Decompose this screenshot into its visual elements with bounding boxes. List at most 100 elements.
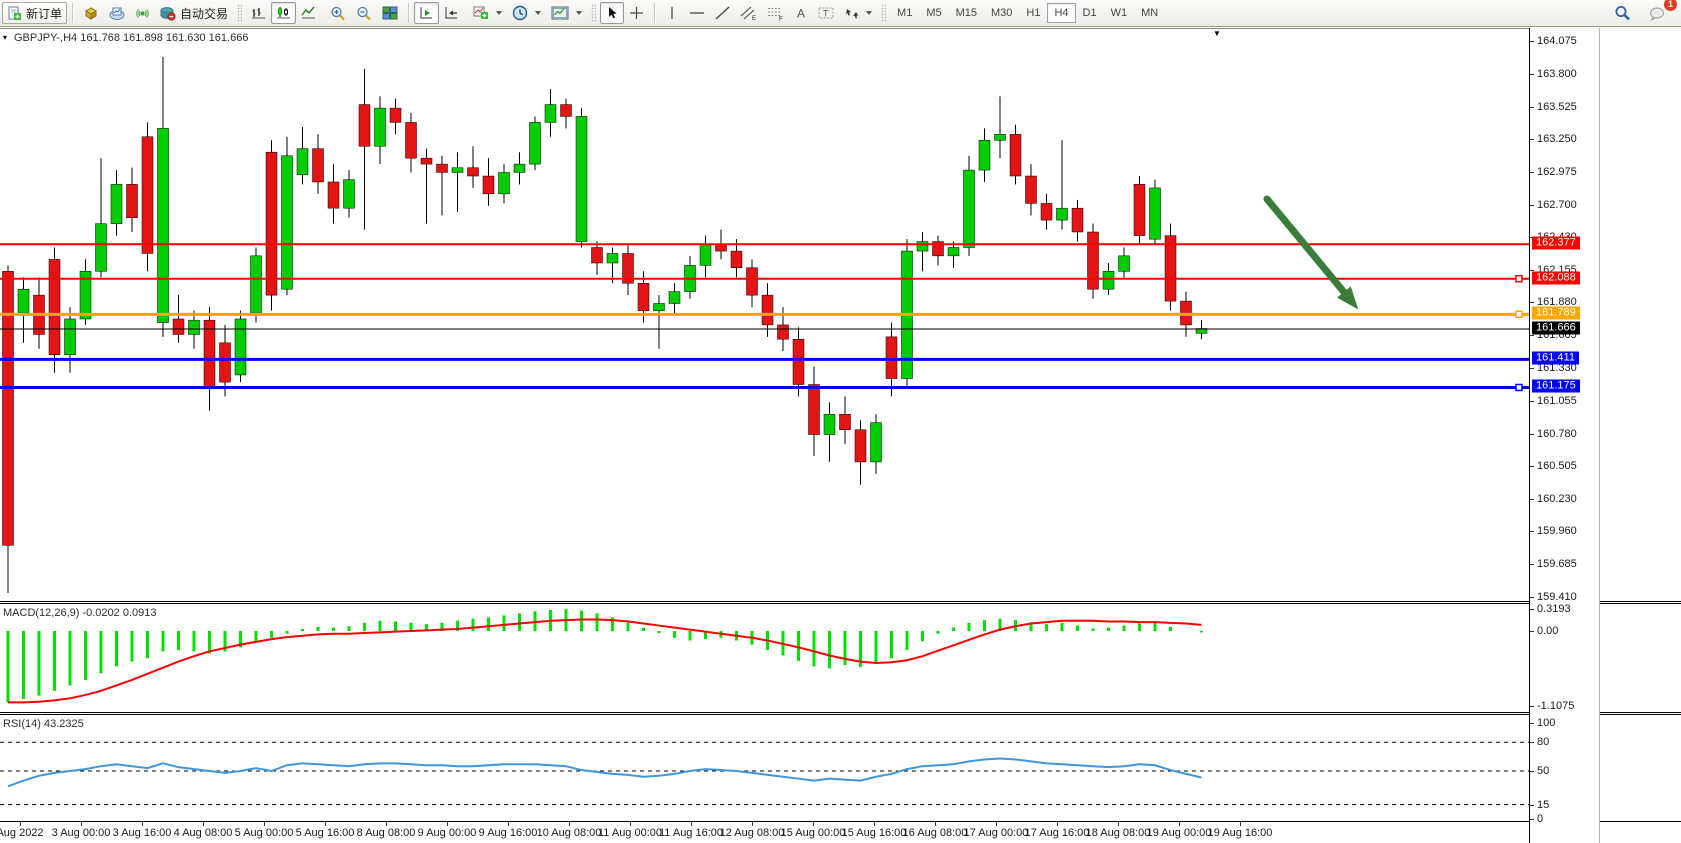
timeframe-h4[interactable]: H4 — [1047, 3, 1076, 23]
chart-shift-marker-icon[interactable]: ▼ — [1213, 29, 1221, 38]
bar-chart-icon — [252, 8, 266, 19]
price-tick: 163.525 — [1537, 100, 1577, 113]
date-label: 3 Aug 16:00 — [112, 827, 172, 839]
data-window-button[interactable] — [104, 2, 130, 24]
dropdown-caret — [576, 11, 583, 15]
horizontal-line-button[interactable] — [684, 2, 710, 24]
price-tick: 163.250 — [1537, 133, 1577, 146]
date-label: 15 Aug 16:00 — [841, 827, 907, 839]
dropdown-caret — [866, 11, 873, 15]
timeframe-h1[interactable]: H1 — [1026, 7, 1041, 19]
date-label: 17 Aug 16:00 — [1024, 827, 1090, 839]
arrows-button[interactable] — [839, 2, 877, 24]
zoom-out-button[interactable] — [351, 2, 377, 24]
bar-chart-button[interactable] — [246, 2, 271, 24]
candlestick-chart-icon — [277, 7, 291, 19]
crosshair-button[interactable] — [624, 2, 649, 24]
date-label: 8 Aug 08:00 — [356, 827, 416, 839]
periods-button[interactable] — [507, 2, 546, 24]
pane-border — [1529, 28, 1530, 843]
macd-chart[interactable] — [0, 604, 1529, 712]
pane-splitter[interactable] — [0, 712, 1681, 715]
cursor-button[interactable] — [600, 2, 625, 24]
indicators-button[interactable] — [468, 2, 507, 24]
macd-tick: -1.1075 — [1537, 700, 1575, 713]
rsi-label: RSI(14) 43.2325 — [3, 718, 84, 730]
price-level-tag: 161.666 — [1532, 321, 1580, 335]
dropdown-caret — [535, 11, 542, 15]
search-button[interactable] — [1609, 2, 1636, 24]
time-axis[interactable]: Aug 2022 3 Aug 00:00 3 Aug 16:00 4 Aug 08:0… — [0, 821, 1681, 843]
fibonacci-button[interactable]: F — [762, 2, 789, 24]
price-tick: 162.700 — [1537, 198, 1577, 211]
chart-title: GBPJPY-,H4 161.768 161.898 161.630 161.6… — [14, 32, 249, 44]
svg-text:A: A — [797, 7, 805, 21]
candlestick-chart[interactable] — [0, 29, 1529, 602]
svg-text:F: F — [779, 16, 783, 21]
timeframe-mn[interactable]: MN — [1141, 7, 1159, 19]
date-label: 11 Aug 00:00 — [597, 827, 663, 839]
price-axis[interactable]: 164.075 163.800 163.525 163.250 162.975 162.7… — [1530, 28, 1600, 843]
drag-handle[interactable] — [881, 4, 887, 22]
chart-window[interactable]: ▾ GBPJPY-,H4 161.768 161.898 161.630 161… — [0, 28, 1681, 843]
templates-button[interactable] — [546, 2, 587, 24]
crosshair-icon — [630, 7, 644, 19]
price-level-tag: 162.377 — [1532, 236, 1580, 250]
macd-tick: 0.00 — [1537, 625, 1559, 637]
rsi-pane[interactable]: RSI(14) 43.2325 — [0, 715, 1530, 821]
auto-scroll-button[interactable] — [414, 2, 440, 24]
timeframe-m5[interactable]: M5 — [926, 7, 942, 19]
candlestick-chart-button[interactable] — [271, 2, 297, 24]
price-tick: 163.800 — [1537, 67, 1577, 80]
market-watch-button[interactable] — [78, 2, 104, 24]
price-level-tag: 161.411 — [1532, 351, 1579, 365]
notifications-button[interactable]: 1 — [1644, 0, 1677, 24]
macd-pane[interactable]: MACD(12,26,9) -0.0202 0.0913 — [0, 604, 1530, 712]
price-tick: 161.880 — [1537, 296, 1577, 309]
separator — [72, 3, 74, 23]
zoom-in-button[interactable] — [325, 2, 351, 24]
timeframe-w1[interactable]: W1 — [1110, 7, 1128, 19]
price-tick: 159.410 — [1537, 590, 1577, 603]
tile-windows-button[interactable] — [377, 2, 403, 24]
macd-tick: 0.3193 — [1537, 603, 1571, 616]
date-label: Aug 2022 — [0, 827, 44, 839]
drag-handle[interactable] — [237, 4, 243, 22]
price-tick: 160.230 — [1537, 493, 1577, 506]
price-tick: 161.055 — [1537, 394, 1577, 407]
new-order-button[interactable]: 新订单 — [2, 2, 68, 24]
chat-bubble-icon — [1650, 7, 1664, 21]
date-label: 9 Aug 00:00 — [417, 827, 477, 839]
text-icon: A — [797, 7, 805, 21]
search-icon — [1615, 6, 1630, 21]
drag-handle[interactable] — [591, 4, 597, 22]
toolbar: 新订单 — [0, 0, 1681, 27]
timeframe-group: M1 M5 M15 M30 H1 H4 D1 W1 MN — [888, 0, 1167, 27]
chart-shift-button[interactable] — [439, 2, 464, 24]
zoom-out-icon — [357, 6, 371, 20]
price-tick: 160.505 — [1537, 460, 1577, 473]
price-pane[interactable]: ▾ GBPJPY-,H4 161.768 161.898 161.630 161… — [0, 28, 1530, 601]
rsi-chart[interactable] — [0, 715, 1529, 821]
signals-button[interactable] — [130, 2, 155, 24]
equidistant-channel-button[interactable]: E — [735, 2, 762, 24]
line-chart-button[interactable] — [296, 2, 321, 24]
timeframe-m15[interactable]: M15 — [955, 7, 977, 19]
date-label: 5 Aug 16:00 — [295, 827, 355, 839]
date-label: 3 Aug 00:00 — [51, 827, 111, 839]
price-tick: 164.075 — [1537, 35, 1577, 47]
timeframe-m1[interactable]: M1 — [897, 7, 913, 19]
equidistant-channel-icon: E — [740, 6, 756, 21]
tile-windows-icon — [382, 6, 398, 20]
timeframe-d1[interactable]: D1 — [1082, 7, 1097, 19]
price-level-tag: 162.088 — [1532, 271, 1580, 285]
date-label: 19 Aug 16:00 — [1207, 827, 1273, 839]
text-button[interactable]: A — [789, 2, 813, 24]
date-label: 9 Aug 16:00 — [478, 827, 538, 839]
pane-splitter[interactable] — [0, 601, 1681, 604]
autotrade-button[interactable]: 自动交易 — [155, 2, 233, 24]
text-label-button[interactable]: T — [813, 2, 839, 24]
timeframe-m30[interactable]: M30 — [991, 7, 1013, 19]
vertical-line-button[interactable] — [660, 2, 684, 24]
trendline-button[interactable] — [710, 2, 735, 24]
